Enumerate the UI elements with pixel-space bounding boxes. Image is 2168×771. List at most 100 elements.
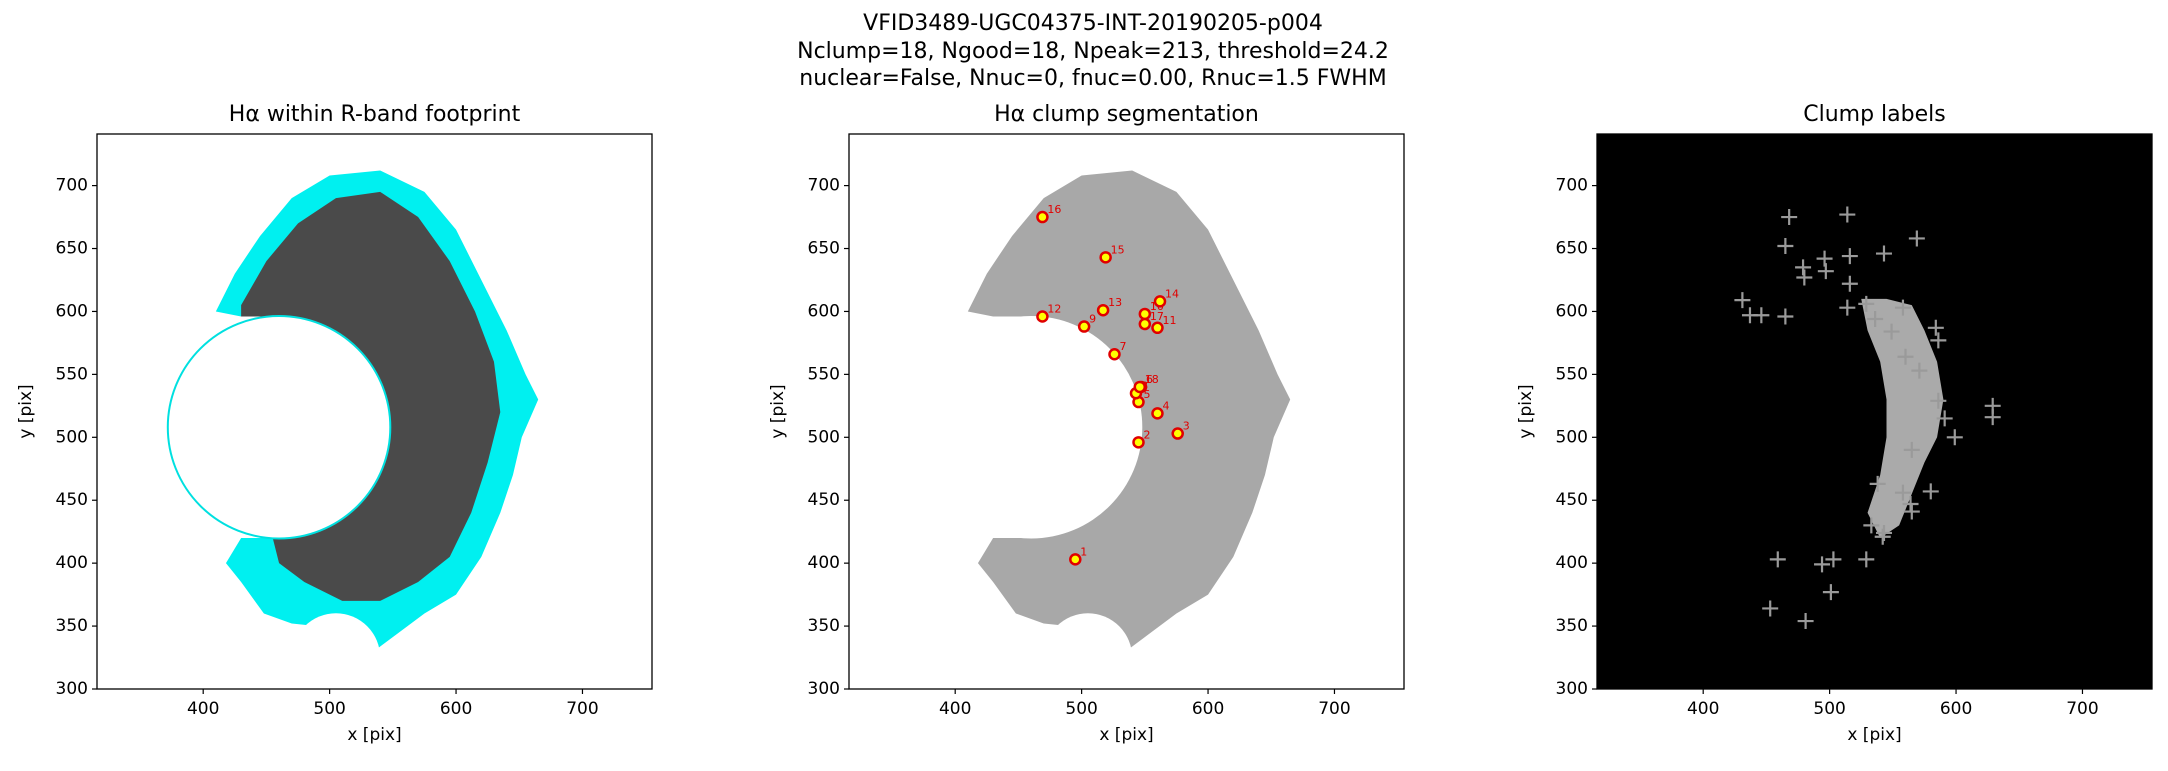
y-tick-label: 500 (56, 427, 88, 447)
y-tick-label: 550 (808, 364, 840, 384)
x-axis-label: x [pix] (347, 725, 401, 745)
x-tick-label: 700 (566, 699, 598, 719)
mask-circle (166, 314, 392, 540)
y-tick-label: 600 (56, 301, 88, 321)
clump (1069, 553, 1082, 566)
x-tick-label: 500 (1813, 699, 1845, 719)
clump (1108, 347, 1121, 361)
clump-label: 14 (1165, 287, 1179, 300)
peak (1762, 600, 1779, 617)
peak (1875, 524, 1892, 541)
clump (1133, 380, 1147, 394)
y-tick-label: 650 (808, 239, 840, 259)
axes-frame (848, 133, 1405, 690)
y-tick-label: 300 (1556, 679, 1588, 699)
peak (1897, 348, 1914, 365)
y-tick-label: 350 (808, 616, 840, 636)
clump-label: 11 (1162, 314, 1176, 327)
peak (1867, 311, 1884, 327)
clump (1099, 251, 1112, 264)
y-tick-label: 550 (56, 364, 88, 384)
peak (1903, 503, 1920, 520)
clump-label: 16 (1047, 203, 1061, 216)
axes-frame (96, 133, 653, 690)
mask-circle (291, 613, 381, 689)
y-tick-label: 400 (56, 553, 88, 573)
panel: 1234567891011121314151617184005006007003… (768, 102, 1405, 745)
clump-label: 6 (1146, 373, 1153, 386)
y-tick-label: 450 (56, 490, 88, 510)
y-tick-label: 300 (808, 679, 840, 699)
clump (1036, 210, 1049, 224)
x-tick-label: 500 (1065, 699, 1097, 719)
suptitle-line: Nclump=18, Ngood=18, Npeak=213, threshol… (797, 39, 1389, 64)
panel-title: Hα clump segmentation (994, 102, 1259, 127)
clump-label: 5 (1144, 388, 1151, 401)
x-axis-label: x [pix] (1099, 725, 1153, 745)
suptitle-line: nuclear=False, Nnuc=0, fnuc=0.00, Rnuc=1… (799, 66, 1386, 91)
peak (1839, 299, 1856, 316)
peak (1930, 392, 1947, 409)
image-layer: 123456789101112131415161718 (919, 170, 1291, 689)
peak (1984, 409, 2001, 426)
mask-circle (1043, 613, 1133, 689)
clump-label: 7 (1119, 340, 1126, 353)
x-axis-label: x [pix] (1847, 725, 1901, 745)
clump (1132, 436, 1145, 449)
peak (1769, 551, 1786, 568)
peak (1814, 556, 1831, 573)
peak (1777, 238, 1794, 255)
x-tick-label: 700 (2066, 699, 2098, 719)
peak (1734, 292, 1751, 309)
peak (1930, 332, 1947, 349)
y-tick-label: 550 (1556, 364, 1588, 384)
y-tick-label: 600 (808, 301, 840, 321)
peak (1946, 429, 1963, 446)
clump (1138, 307, 1152, 321)
y-tick-label: 650 (56, 239, 88, 259)
peak (1822, 584, 1839, 601)
peak (1875, 245, 1892, 262)
peak (1816, 250, 1833, 267)
peak (1874, 528, 1891, 545)
x-tick-label: 700 (1318, 699, 1350, 719)
clump-label: 3 (1183, 420, 1190, 433)
clump-label: 18 (1145, 373, 1159, 386)
clump-label: 13 (1108, 296, 1122, 309)
suptitle-line: VFID3489-UGC04375-INT-20190205-p004 (863, 11, 1323, 36)
peak (1858, 551, 1875, 568)
y-tick-label: 650 (1556, 239, 1588, 259)
peak (1863, 517, 1880, 534)
clump (1077, 320, 1091, 333)
clump-label: 1 (1080, 545, 1087, 558)
clump-map (1861, 298, 1944, 538)
image-layer (166, 170, 539, 689)
clump (1138, 317, 1152, 331)
x-tick-label: 600 (440, 699, 472, 719)
panel-title: Clump labels (1803, 102, 1945, 127)
clump-label: 9 (1089, 313, 1096, 326)
clump-label: 15 (1111, 243, 1125, 256)
panel: 400 500 600 700 300 350 400 450 500 550 600 650 700 H… (16, 102, 653, 745)
x-tick-label: 400 (187, 699, 219, 719)
peak (1908, 230, 1925, 247)
clump (1171, 427, 1184, 440)
x-tick-label: 600 (1192, 699, 1224, 719)
peak (1753, 307, 1770, 324)
clump (1153, 295, 1167, 308)
panel: 400 500 600 700 300 350 400 450 500 550 600 650 700 C… (1516, 102, 2153, 745)
y-tick-label: 700 (1556, 176, 1588, 196)
x-tick-label: 400 (1687, 699, 1719, 719)
y-tick-label: 600 (1556, 301, 1588, 321)
clump (1151, 321, 1164, 335)
peak (1777, 308, 1794, 325)
clump (1096, 303, 1110, 317)
mask-circle (919, 315, 1143, 539)
y-axis-label: y [pix] (1516, 384, 1536, 438)
clump-label: 4 (1162, 399, 1169, 412)
y-axis-label: y [pix] (16, 384, 36, 438)
y-tick-label: 700 (808, 176, 840, 196)
peak (1927, 319, 1944, 336)
peak (1858, 295, 1875, 312)
